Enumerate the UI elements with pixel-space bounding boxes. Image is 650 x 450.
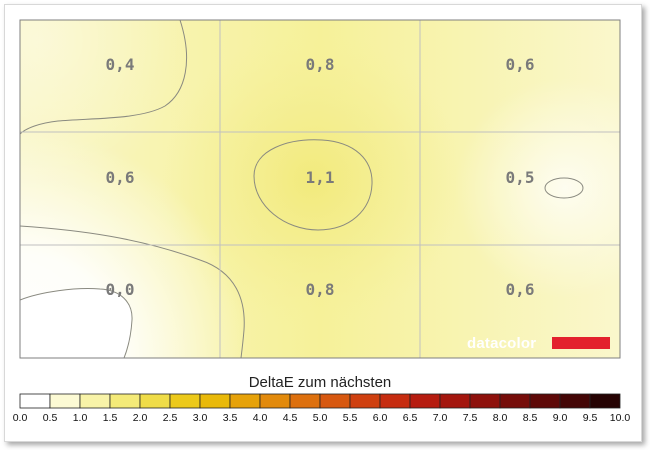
legend-ticks: 0.0 0.5 1.0 1.5 2.0 2.5 3.0 3.5 4.0 4.5 5.0 5.5 6.0 6… — [13, 412, 631, 424]
legend-swatch — [349, 393, 381, 409]
heat-field: datacolor — [20, 20, 620, 358]
legend-swatch — [289, 393, 321, 409]
contour-bottom-left-inner — [20, 288, 133, 358]
legend-swatch — [19, 393, 51, 409]
cell-value-r3c3: 0,6 — [506, 280, 535, 299]
grid-lines — [20, 20, 620, 358]
contour-center-peak — [253, 139, 373, 231]
legend-swatch — [319, 393, 351, 409]
legend-tick-label: 1.0 — [73, 412, 88, 424]
legend-tick-label: 6.0 — [373, 412, 388, 424]
datacolor-logo: datacolor — [467, 335, 536, 352]
cell-value-r1c3: 0,6 — [506, 55, 535, 74]
contour-right-min — [544, 177, 584, 199]
legend-swatch — [589, 393, 621, 409]
cell-value-r3c1: 0,0 — [106, 280, 135, 299]
cell-value-r1c1: 0,4 — [106, 55, 135, 74]
legend-tick-label: 3.0 — [193, 412, 208, 424]
legend-swatch — [259, 393, 291, 409]
contour-top-left — [20, 20, 188, 135]
legend-colorbar — [19, 393, 621, 409]
legend-swatch — [409, 393, 441, 409]
legend-tick-label: 9.0 — [553, 412, 568, 424]
legend-tick-label: 4.5 — [283, 412, 298, 424]
legend-swatch — [529, 393, 561, 409]
cell-value-r2c3: 0,5 — [506, 168, 535, 187]
cell-values: 0,4 0,8 0,6 0,6 1,1 0,5 0,0 0,8 0,6 — [106, 55, 535, 299]
legend-swatch — [499, 393, 531, 409]
legend-tick-label: 4.0 — [253, 412, 268, 424]
cell-value-r2c1: 0,6 — [106, 168, 135, 187]
plot-border — [19, 19, 621, 359]
legend-swatch — [439, 393, 471, 409]
legend-swatch — [559, 393, 591, 409]
legend-swatch — [139, 393, 171, 409]
legend-tick-label: 3.5 — [223, 412, 238, 424]
legend-title: DeltaE zum nächsten — [249, 374, 392, 391]
datacolor-logo-bar — [552, 337, 610, 349]
legend-swatch — [379, 393, 411, 409]
legend-tick-label: 8.0 — [493, 412, 508, 424]
cell-value-r1c2: 0,8 — [306, 55, 335, 74]
legend-tick-label: 1.5 — [103, 412, 118, 424]
legend-tick-label: 0.0 — [13, 412, 28, 424]
legend-swatch — [229, 393, 261, 409]
cell-value-r2c2: 1,1 — [306, 168, 335, 187]
legend-tick-label: 5.0 — [313, 412, 328, 424]
legend-swatch — [79, 393, 111, 409]
legend-tick-label: 8.5 — [523, 412, 538, 424]
legend-swatch — [109, 393, 141, 409]
legend-tick-label: 6.5 — [403, 412, 418, 424]
legend-swatch — [169, 393, 201, 409]
legend-tick-label: 0.5 — [43, 412, 58, 424]
contour-bottom-left — [20, 225, 245, 358]
cell-value-r3c2: 0,8 — [306, 280, 335, 299]
legend-tick-label: 2.5 — [163, 412, 178, 424]
legend-tick-label: 7.5 — [463, 412, 478, 424]
legend-tick-label: 5.5 — [343, 412, 358, 424]
legend-tick-label: 7.0 — [433, 412, 448, 424]
legend-tick-label: 9.5 — [583, 412, 598, 424]
legend-swatch — [199, 393, 231, 409]
legend-tick-label: 2.0 — [133, 412, 148, 424]
legend-swatch — [49, 393, 81, 409]
legend-tick-label: 10.0 — [610, 412, 631, 424]
legend-swatch — [469, 393, 501, 409]
